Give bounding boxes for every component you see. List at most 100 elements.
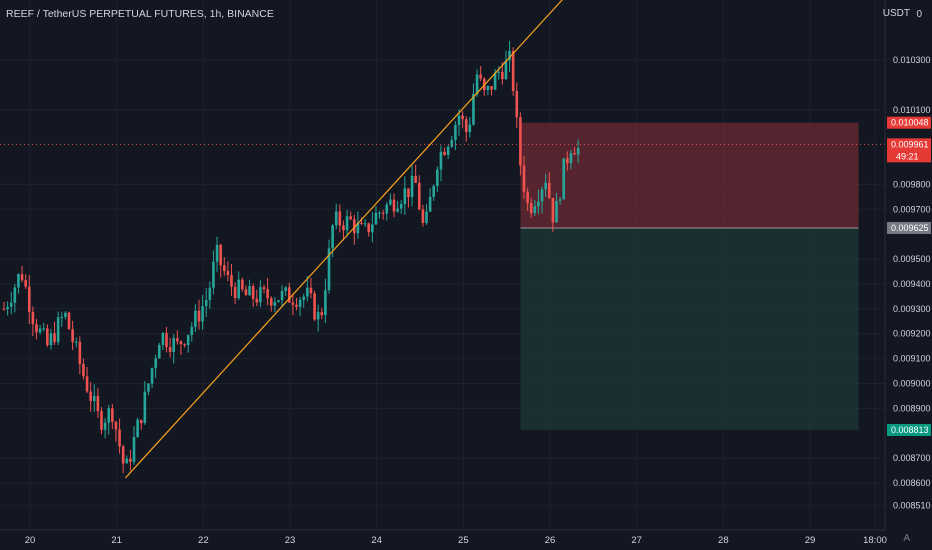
candle-body [129,458,132,462]
candle-body [2,308,6,310]
candle-body [331,225,334,249]
candle-body [436,169,439,186]
candle-body [60,316,64,318]
candle-body [42,328,46,330]
candle-body [266,288,269,299]
currency-suffix: 0 [916,9,922,20]
price-tick-label: 0.009100 [893,354,931,364]
candle-body [428,196,432,212]
candle-body [446,146,450,155]
take-profit-zone[interactable] [520,227,859,431]
time-tick-label: 21 [111,535,122,546]
candle-body [49,333,53,346]
candle-body [136,419,139,438]
price-tick-label: 0.008700 [893,453,931,463]
candle-body [371,224,374,233]
price-tick-label: 0.009700 [893,204,931,214]
candle-body [89,391,92,402]
candle-body [280,290,284,301]
candle-body [56,317,60,343]
candle-body [421,209,425,223]
candle-body [64,312,67,317]
candle-body [544,182,547,190]
candle-body [576,148,580,155]
candle-body [432,185,436,197]
candle-body [9,302,13,307]
candle-body [103,422,107,430]
candle-body [378,212,381,214]
candle-body [526,191,529,204]
candle-body [269,298,273,306]
candle-body [277,300,280,302]
candle-body [255,298,259,303]
candle-body [82,363,85,377]
candle-body [504,60,508,80]
candle-body [150,368,154,384]
candle-body [241,279,244,290]
candle-body [508,50,511,61]
candle-body [233,286,237,299]
candles-layer [2,41,580,474]
candle-body [226,271,230,276]
candle-body [71,329,74,342]
price-tick-label: 0.009800 [893,179,931,189]
candle-body [67,312,71,330]
candle-body [176,338,179,342]
price-tick-label: 0.009300 [893,304,931,314]
candle-body [324,290,327,316]
candle-body [461,115,464,120]
candle-body [320,312,324,316]
auto-scale-button[interactable]: A [903,533,910,544]
candle-body [172,338,176,352]
candle-body [306,287,309,297]
candle-body [197,310,201,322]
candle-body [237,279,241,299]
price-tick-label: 0.010100 [893,105,931,115]
candle-body [287,287,291,303]
candle-body [251,286,255,299]
stop-loss-zone[interactable] [520,122,859,228]
candle-body [407,188,410,198]
candle-body [316,312,320,320]
candle-body [511,50,515,91]
trendline[interactable] [124,0,601,479]
candle-body [78,341,82,364]
candle-body [298,299,302,307]
price-tick-label: 0.009400 [893,279,931,289]
entry-level-tag: 0.009625 [891,223,929,233]
price-tick-label: 0.008900 [893,403,931,413]
candle-body [533,206,537,214]
candle-body [562,158,566,200]
candle-body [96,395,100,412]
candle-body [309,287,313,294]
time-axis[interactable]: 20 21 22 23 24 25 26 27 28 29 18:00 [25,535,887,546]
candle-body [338,211,342,226]
stop-level-tag: 0.010048 [891,118,929,128]
candle-body [85,376,89,392]
price-axis[interactable]: 0.010300 0.010100 0.009800 0.009700 0.009500… [893,55,931,510]
candle-body [497,71,501,73]
candle-body [410,175,414,198]
candle-body [439,151,443,170]
candle-body [540,189,544,202]
candle-body [244,289,248,296]
symbol-title[interactable]: REEF / TetherUS PERPETUAL FUTURES, 1h, B… [6,8,274,20]
candle-body [515,90,519,118]
candle-body [468,124,472,133]
currency-label[interactable]: USDT [882,8,910,19]
candle-body [349,216,352,220]
time-tick-label: 20 [25,535,36,546]
candle-body [273,301,277,306]
candle-body [302,296,306,300]
candle-body [24,280,27,287]
candle-body [168,347,172,352]
candle-body [389,199,392,205]
time-tick-label: 25 [458,535,469,546]
time-tick-label: 23 [285,535,296,546]
candle-body [450,140,454,147]
candle-body [208,287,212,301]
candle-body [573,153,576,155]
candle-body [204,300,208,307]
candle-body [147,383,150,392]
